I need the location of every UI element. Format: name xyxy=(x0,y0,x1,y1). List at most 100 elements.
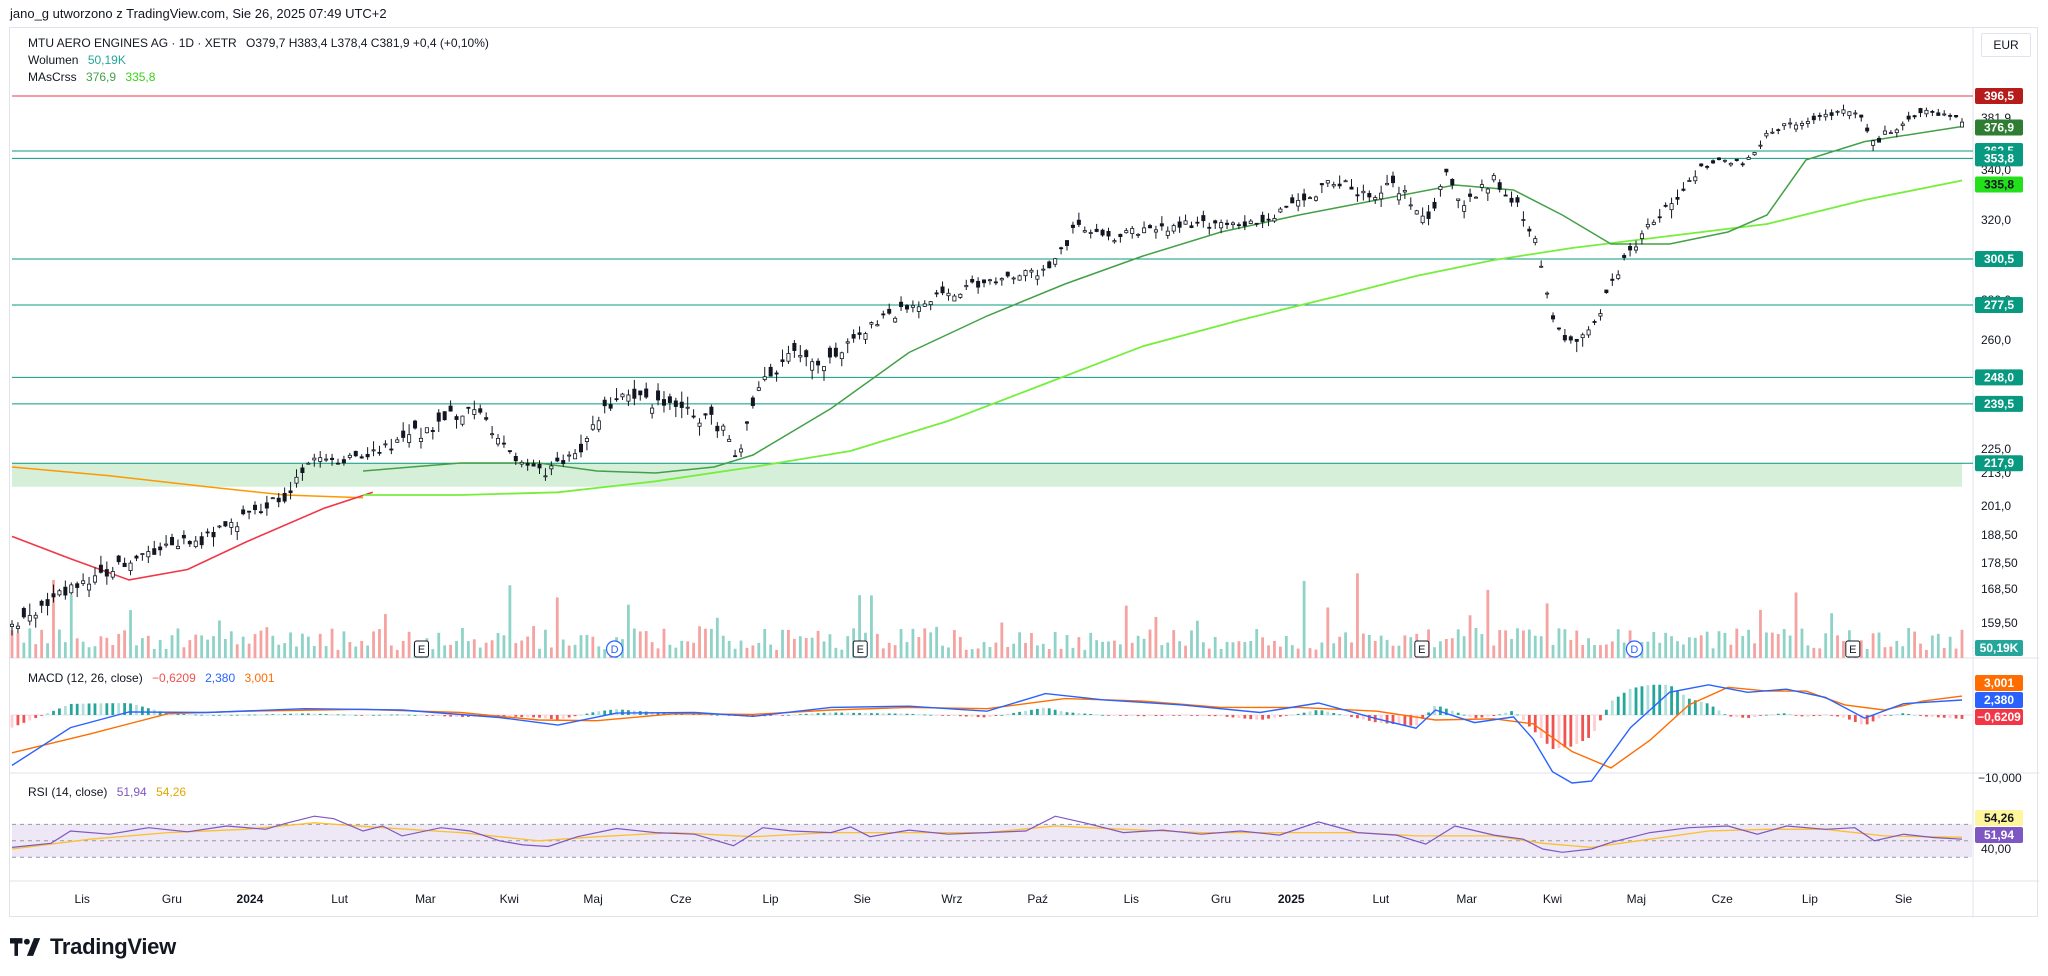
macd-histogram-bar xyxy=(206,714,209,716)
macd-histogram-bar xyxy=(1711,706,1715,715)
rsi-axis-label: 40,00 xyxy=(1981,842,2011,856)
candle-body xyxy=(324,458,329,461)
earnings-marker xyxy=(852,640,868,658)
volume-bar xyxy=(212,636,215,658)
event-marker-label: E xyxy=(418,644,425,656)
macd-histogram-bar xyxy=(538,715,541,718)
macd-histogram-bar xyxy=(1421,715,1425,719)
volume-bar xyxy=(1877,632,1881,658)
tradingview-logo[interactable]: TradingView xyxy=(10,934,176,960)
volume-bar xyxy=(1759,609,1762,658)
volume-bar xyxy=(1510,638,1513,658)
volume-bar xyxy=(964,649,968,658)
macd-histogram-bar xyxy=(1178,715,1182,716)
macd-histogram-bar xyxy=(1913,714,1916,716)
candle-body xyxy=(1290,197,1295,204)
macd-histogram-bar xyxy=(81,703,85,715)
macd-histogram-bar xyxy=(123,703,127,715)
candle-body xyxy=(507,450,512,452)
currency-button[interactable]: EUR xyxy=(1981,33,2031,57)
macd-histogram-bar xyxy=(1569,715,1573,747)
macd-histogram-bar xyxy=(1468,715,1472,717)
candle-body xyxy=(1147,225,1152,229)
volume-bar xyxy=(1350,642,1353,658)
macd-signal-line xyxy=(11,686,1963,769)
volume-bar xyxy=(1818,648,1822,658)
volume-bar xyxy=(1397,645,1401,658)
macd-histogram-bar xyxy=(1255,715,1259,720)
candle-body xyxy=(247,510,252,513)
candle-body xyxy=(193,540,198,547)
candle-body xyxy=(1159,223,1164,227)
volume-bar xyxy=(1130,642,1134,658)
tradingview-logo-icon xyxy=(10,938,41,956)
volume-bar xyxy=(1160,645,1164,658)
macd-histogram-bar xyxy=(514,715,518,717)
candle-body xyxy=(673,400,678,407)
macd-histogram-bar xyxy=(591,712,595,715)
volume-bar xyxy=(466,641,470,658)
candle-body xyxy=(1462,205,1467,212)
macd-histogram-bar xyxy=(573,715,577,717)
candle-body xyxy=(442,411,447,421)
volume-bar xyxy=(1901,646,1905,658)
volume-bar xyxy=(1492,645,1496,658)
candle-body xyxy=(1936,112,1941,116)
macd-histogram-bar xyxy=(1415,715,1419,726)
volume-bar xyxy=(1278,646,1282,658)
rsi-ma-value: 54,26 xyxy=(156,785,187,799)
macd-histogram-bar xyxy=(567,715,571,718)
candle-body xyxy=(146,551,151,558)
volume-bar xyxy=(751,645,755,658)
volume-bar xyxy=(1711,648,1715,658)
chart-frame[interactable]: EDEEDE381,9362,5340,0320,0280,0260,0225,… xyxy=(9,27,2039,918)
macd-histogram-bar xyxy=(87,703,91,715)
volume-bar xyxy=(1450,638,1454,658)
macd-histogram-bar xyxy=(1350,715,1353,717)
event-marker-label: E xyxy=(1418,644,1425,656)
volume-bar xyxy=(200,635,204,658)
volume-bar xyxy=(1255,629,1259,658)
macd-histogram-bar xyxy=(1480,715,1484,718)
macd-histogram-bar xyxy=(1231,715,1235,718)
volume-bar xyxy=(1812,647,1816,658)
volume-bar xyxy=(544,629,547,658)
candle-body xyxy=(1918,108,1923,114)
volume-bar xyxy=(366,645,370,658)
candle-body xyxy=(827,347,832,358)
candle-body xyxy=(525,462,530,466)
volume-bar xyxy=(1871,633,1875,658)
candle-body xyxy=(45,599,50,606)
ohlc-values: O379,7 H383,4 L378,4 C381,9 +0,4 (+0,10%… xyxy=(246,36,489,50)
volume-bar xyxy=(792,638,796,658)
volume-bar xyxy=(680,640,684,658)
macd-histogram-bar xyxy=(1925,715,1928,717)
volume-bar xyxy=(532,626,535,658)
macd-histogram-bar xyxy=(135,705,138,715)
macd-histogram-bar xyxy=(1919,715,1922,716)
macd-line-value: 2,380 xyxy=(205,671,236,685)
volume-bar xyxy=(923,628,927,658)
time-axis-label: Maj xyxy=(1627,892,1646,906)
candle-body xyxy=(590,424,595,430)
macd-histogram-bar xyxy=(804,713,808,715)
macd-histogram-bar xyxy=(212,714,215,716)
volume-bar xyxy=(704,628,707,658)
macd-histogram-bar xyxy=(63,706,67,715)
macd-histogram-bar xyxy=(1427,712,1430,715)
macd-histogram-bar xyxy=(1190,715,1193,716)
macd-histogram-bar xyxy=(1444,708,1448,715)
chart-canvas[interactable]: EDEEDE381,9362,5340,0320,0280,0260,0225,… xyxy=(10,28,2039,918)
volume-bar xyxy=(1107,641,1110,658)
macd-histogram-bar xyxy=(1302,712,1306,715)
candle-body xyxy=(940,286,945,294)
macd-histogram-bar xyxy=(360,715,364,716)
candle-body xyxy=(596,420,601,430)
candle-body xyxy=(774,372,779,375)
candle-body xyxy=(1177,221,1182,228)
volume-bar xyxy=(638,631,642,658)
candle-body xyxy=(667,396,672,403)
macd-histogram-bar xyxy=(609,709,613,715)
candle-body xyxy=(110,571,115,578)
volume-bar xyxy=(1219,648,1223,658)
